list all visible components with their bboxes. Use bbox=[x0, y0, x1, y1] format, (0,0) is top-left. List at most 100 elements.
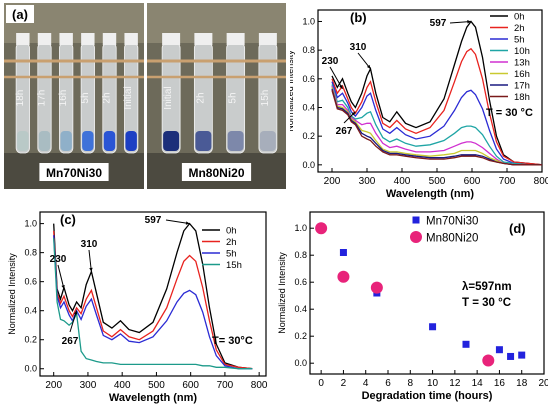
x-tick-label: 0 bbox=[318, 378, 324, 389]
panel-a: 18h 17h 16h 5h 2h Initial Mn70Ni30 Initial 2h 5h 1… bbox=[4, 3, 286, 189]
y-tick-label: 0.2 bbox=[24, 335, 37, 345]
vial-label: 5h bbox=[80, 92, 91, 103]
series-line-0h bbox=[331, 20, 543, 166]
vial-solution bbox=[17, 131, 29, 151]
y-tick-label: 0.0 bbox=[24, 364, 37, 374]
vial-solution bbox=[60, 131, 72, 151]
legend-label: 15h bbox=[226, 260, 242, 271]
panel-label: (d) bbox=[509, 221, 526, 236]
y-tick-label: 0.0 bbox=[302, 160, 315, 170]
x-axis-label: Degradation time (hours) bbox=[362, 390, 493, 402]
series-line-10h bbox=[331, 84, 542, 166]
legend-label: 17h bbox=[514, 81, 530, 92]
vial-solution bbox=[227, 131, 244, 151]
vial-solution bbox=[82, 131, 94, 151]
x-tick-label: 500 bbox=[148, 380, 165, 391]
y-tick-label: 0.4 bbox=[302, 102, 315, 112]
annotation-arrow bbox=[88, 249, 92, 272]
y-tick-label: 1.0 bbox=[302, 16, 315, 26]
x-tick-label: 10 bbox=[427, 378, 439, 389]
x-tick-label: 6 bbox=[385, 378, 391, 389]
annotation: 310 bbox=[350, 42, 367, 53]
panel-c: 200 300 400 500 600 700 800 0.0 0.2 0.4 0.6 0.8 1.0 W… bbox=[2, 206, 272, 411]
vial-solution bbox=[195, 131, 212, 151]
annotation-arrow bbox=[329, 66, 343, 90]
annotation-arrowhead bbox=[339, 84, 343, 89]
annotation-arrowhead bbox=[185, 221, 190, 225]
series-line-16h bbox=[331, 87, 542, 166]
x-tick-label: 20 bbox=[538, 378, 548, 389]
caption-box bbox=[181, 163, 252, 181]
spectra-chart-c: 200 300 400 500 600 700 800 0.0 0.2 0.4 0.6 0.8 1.0 W… bbox=[7, 211, 268, 404]
y-tick-label: 1.0 bbox=[294, 223, 307, 233]
x-axis-label: Wavelength (nm) bbox=[386, 188, 475, 200]
series-line-5h bbox=[331, 81, 542, 166]
vial-cap bbox=[16, 33, 30, 45]
x-tick-label: 600 bbox=[182, 380, 199, 391]
annotation: 310 bbox=[81, 239, 98, 250]
x-tick-label: 800 bbox=[251, 380, 268, 391]
series-line-2h bbox=[53, 230, 253, 370]
annotation-arrowhead bbox=[351, 111, 356, 116]
annotation-arrowhead bbox=[73, 310, 78, 315]
panel-label-box bbox=[6, 5, 34, 23]
series-line-17h bbox=[331, 88, 542, 166]
vial-label: 18h bbox=[15, 90, 26, 107]
x-tick-label: 700 bbox=[499, 176, 516, 187]
x-tick-label: 4 bbox=[363, 378, 369, 389]
annotation-arrowhead bbox=[467, 19, 471, 24]
vial-solution bbox=[163, 131, 180, 151]
vial-solution bbox=[259, 131, 276, 151]
annotation: 267 bbox=[336, 126, 353, 137]
annotation: T= 30°C bbox=[212, 335, 253, 347]
x-tick-label: 600 bbox=[464, 176, 481, 187]
vial-label: 2h bbox=[195, 92, 206, 103]
series-line-0h bbox=[53, 222, 253, 370]
plot-frame bbox=[39, 211, 267, 377]
x-tick-label: 8 bbox=[408, 378, 414, 389]
marker-Mn70Ni30 bbox=[507, 352, 515, 360]
panel-label: (b) bbox=[350, 10, 367, 25]
vial-label: 5h bbox=[228, 92, 239, 103]
panel-label: (c) bbox=[60, 212, 76, 227]
legend-label: 10h bbox=[514, 46, 530, 57]
y-tick-label: 0.8 bbox=[24, 248, 37, 258]
annotation-arrowhead bbox=[61, 285, 65, 289]
x-tick-label: 16 bbox=[494, 378, 506, 389]
annotation-arrow bbox=[57, 264, 65, 290]
x-tick-label: 300 bbox=[80, 380, 97, 391]
marker-Mn80Ni20 bbox=[370, 281, 383, 294]
x-tick-label: 700 bbox=[217, 380, 234, 391]
photo-caption: Mn80Ni20 bbox=[188, 166, 244, 180]
y-tick-label: 0.2 bbox=[302, 131, 315, 141]
y-tick-label: 0.4 bbox=[24, 306, 37, 316]
x-tick-label: 12 bbox=[449, 378, 461, 389]
marker-Mn80Ni20 bbox=[315, 222, 328, 235]
legend-label: Mn80Ni20 bbox=[426, 233, 478, 245]
legend-swatch bbox=[410, 231, 422, 243]
annotation-arrowhead bbox=[366, 64, 371, 69]
photo-caption: Mn70Ni30 bbox=[46, 166, 102, 180]
y-tick-label: 0.0 bbox=[294, 358, 307, 368]
y-tick-label: 0.4 bbox=[294, 304, 307, 314]
series-line-18h bbox=[331, 90, 542, 166]
marker-Mn70Ni30 bbox=[495, 346, 503, 354]
x-axis-label: Wavelength (nm) bbox=[109, 392, 198, 404]
y-tick-label: 1.0 bbox=[24, 219, 37, 229]
series-line-15h bbox=[53, 238, 253, 370]
marker-Mn70Ni30 bbox=[518, 351, 526, 359]
x-tick-label: 500 bbox=[429, 176, 446, 187]
x-tick-label: 18 bbox=[516, 378, 528, 389]
legend-label: 16h bbox=[514, 69, 530, 80]
legend-label: 2h bbox=[514, 23, 525, 34]
annotation: 230 bbox=[50, 254, 67, 265]
legend-label: 2h bbox=[226, 237, 237, 248]
caption-box bbox=[39, 163, 109, 181]
vial-cap bbox=[59, 33, 73, 45]
spectra-chart-b: 200 300 400 500 600 700 800 0.0 0.2 0.4 0.6 0.8 1.0 W… bbox=[285, 9, 550, 200]
panel-b: 200 300 400 500 600 700 800 0.0 0.2 0.4 0.6 0.8 1.0 W… bbox=[285, 2, 550, 204]
photo-mn70ni30: 18h 17h 16h 5h 2h Initial Mn70Ni30 bbox=[4, 3, 144, 189]
vial-cap bbox=[37, 33, 52, 45]
annotation-arrow bbox=[69, 310, 78, 333]
